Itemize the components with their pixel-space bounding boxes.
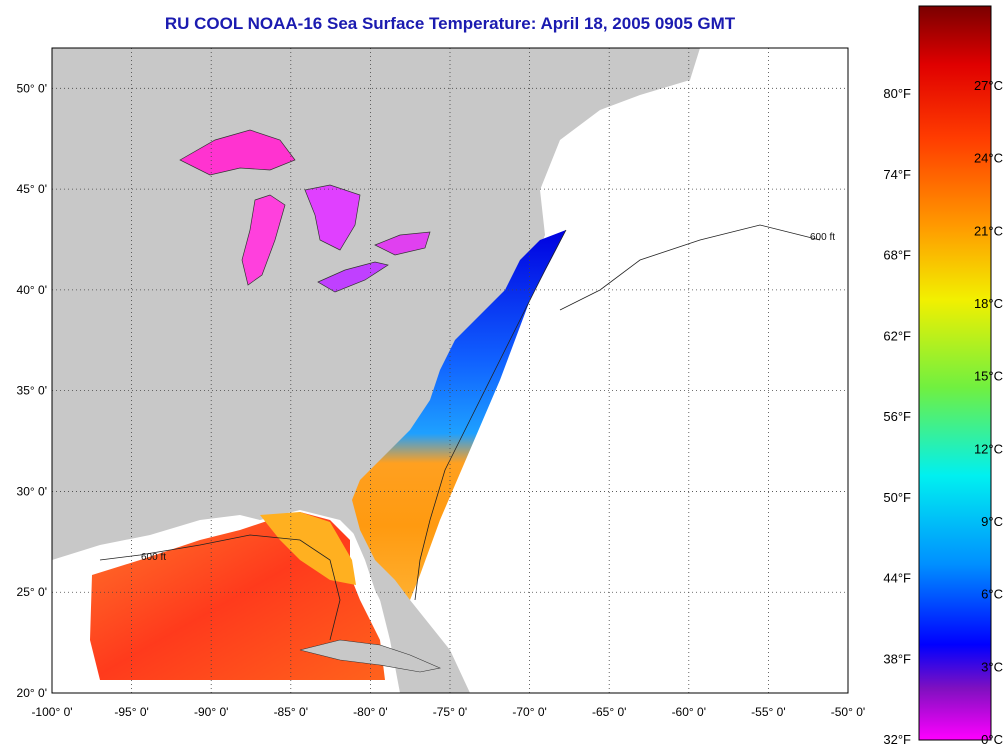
fahrenheit-label: 56°F xyxy=(883,409,911,424)
celsius-label: 18°C xyxy=(974,296,1003,311)
lon-label: -75° 0' xyxy=(433,705,467,719)
map-plot: 600 ft 600 ft xyxy=(51,47,849,694)
fahrenheit-label: 62°F xyxy=(883,328,911,343)
lake-superior xyxy=(179,129,296,176)
lake-erie xyxy=(317,261,389,293)
map-frame xyxy=(51,47,849,694)
fahrenheit-label: 50°F xyxy=(883,490,911,505)
lon-label: -85° 0' xyxy=(274,705,308,719)
celsius-label: 12°C xyxy=(974,441,1003,456)
lat-label: 40° 0' xyxy=(17,283,47,297)
lon-label: -100° 0' xyxy=(31,705,72,719)
celsius-label: 24°C xyxy=(974,151,1003,166)
fahrenheit-label: 38°F xyxy=(883,651,911,666)
lat-label: 30° 0' xyxy=(17,484,47,498)
lake-michigan xyxy=(241,194,286,286)
colorbar: 80°F 74°F 68°F 62°F 56°F 50°F 44°F 38°F 32°F 27°… xyxy=(883,5,1003,747)
florida-peninsula xyxy=(352,520,405,620)
lon-label: -95° 0' xyxy=(114,705,148,719)
lon-label: -90° 0' xyxy=(194,705,228,719)
isobath-600ft-gulf xyxy=(99,534,341,641)
longitude-labels: -100° 0' -95° 0' -90° 0' -85° 0' -80° 0' -75°… xyxy=(31,705,865,719)
celsius-scale: 27°C 24°C 21°C 18°C 15°C 12°C 9°C 6°C 3°C 0°C xyxy=(974,78,1003,747)
fahrenheit-label: 74°F xyxy=(883,167,911,182)
celsius-label: 3°C xyxy=(981,659,1003,674)
fahrenheit-label: 68°F xyxy=(883,248,911,263)
celsius-label: 21°C xyxy=(974,223,1003,238)
lat-label: 25° 0' xyxy=(17,585,47,599)
lat-label: 35° 0' xyxy=(17,384,47,398)
celsius-label: 9°C xyxy=(981,514,1003,529)
fahrenheit-label: 44°F xyxy=(883,571,911,586)
lat-label: 45° 0' xyxy=(17,182,47,196)
lat-lon-grid xyxy=(52,48,848,693)
colorbar-gradient xyxy=(918,5,992,741)
contour-label: 600 ft xyxy=(141,552,166,563)
celsius-label: 27°C xyxy=(974,78,1003,93)
lon-label: -50° 0' xyxy=(831,705,865,719)
isobath-600ft-north xyxy=(559,224,821,311)
lon-label: -55° 0' xyxy=(751,705,785,719)
lon-label: -65° 0' xyxy=(592,705,626,719)
east-coast-sst xyxy=(352,230,566,600)
atlantic-ocean xyxy=(380,48,848,693)
fahrenheit-label: 80°F xyxy=(883,86,911,101)
lon-label: -80° 0' xyxy=(353,705,387,719)
celsius-label: 0°C xyxy=(981,732,1003,747)
lat-label: 20° 0' xyxy=(17,686,47,700)
lon-label: -70° 0' xyxy=(512,705,546,719)
latitude-labels: 20° 0' 25° 0' 30° 0' 35° 0' 40° 0' 45° 0' 50° … xyxy=(17,81,47,700)
lat-label: 50° 0' xyxy=(17,81,47,95)
lon-label: -60° 0' xyxy=(672,705,706,719)
celsius-label: 15°C xyxy=(974,369,1003,384)
isobath-600ft-east xyxy=(414,229,567,601)
lake-ontario xyxy=(374,231,431,256)
page-title: RU COOL NOAA-16 Sea Surface Temperature:… xyxy=(164,14,736,33)
contour-label-north: 600 ft xyxy=(810,232,835,243)
lake-huron xyxy=(304,184,361,251)
celsius-label: 6°C xyxy=(981,587,1003,602)
fahrenheit-scale: 80°F 74°F 68°F 62°F 56°F 50°F 44°F 38°F 32°F xyxy=(883,86,911,747)
fahrenheit-label: 32°F xyxy=(883,732,911,747)
